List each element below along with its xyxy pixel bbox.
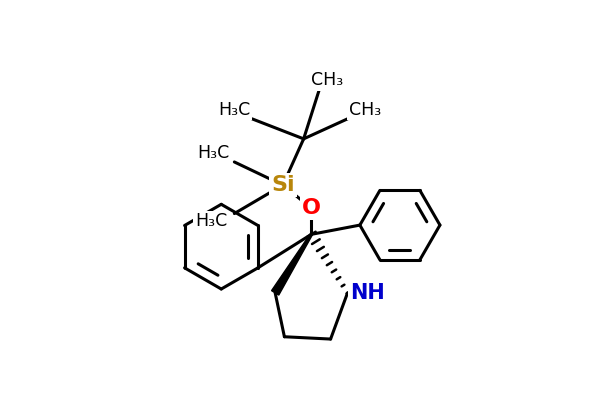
Text: O: O [302,198,321,218]
Text: Si: Si [271,175,295,195]
Text: CH₃: CH₃ [349,101,382,119]
Polygon shape [272,234,313,295]
Text: H₃C: H₃C [218,101,250,119]
Text: H₃C: H₃C [197,144,230,162]
Text: H₃C: H₃C [195,212,227,230]
Text: CH₃: CH₃ [311,71,343,89]
Text: NH: NH [350,283,385,303]
